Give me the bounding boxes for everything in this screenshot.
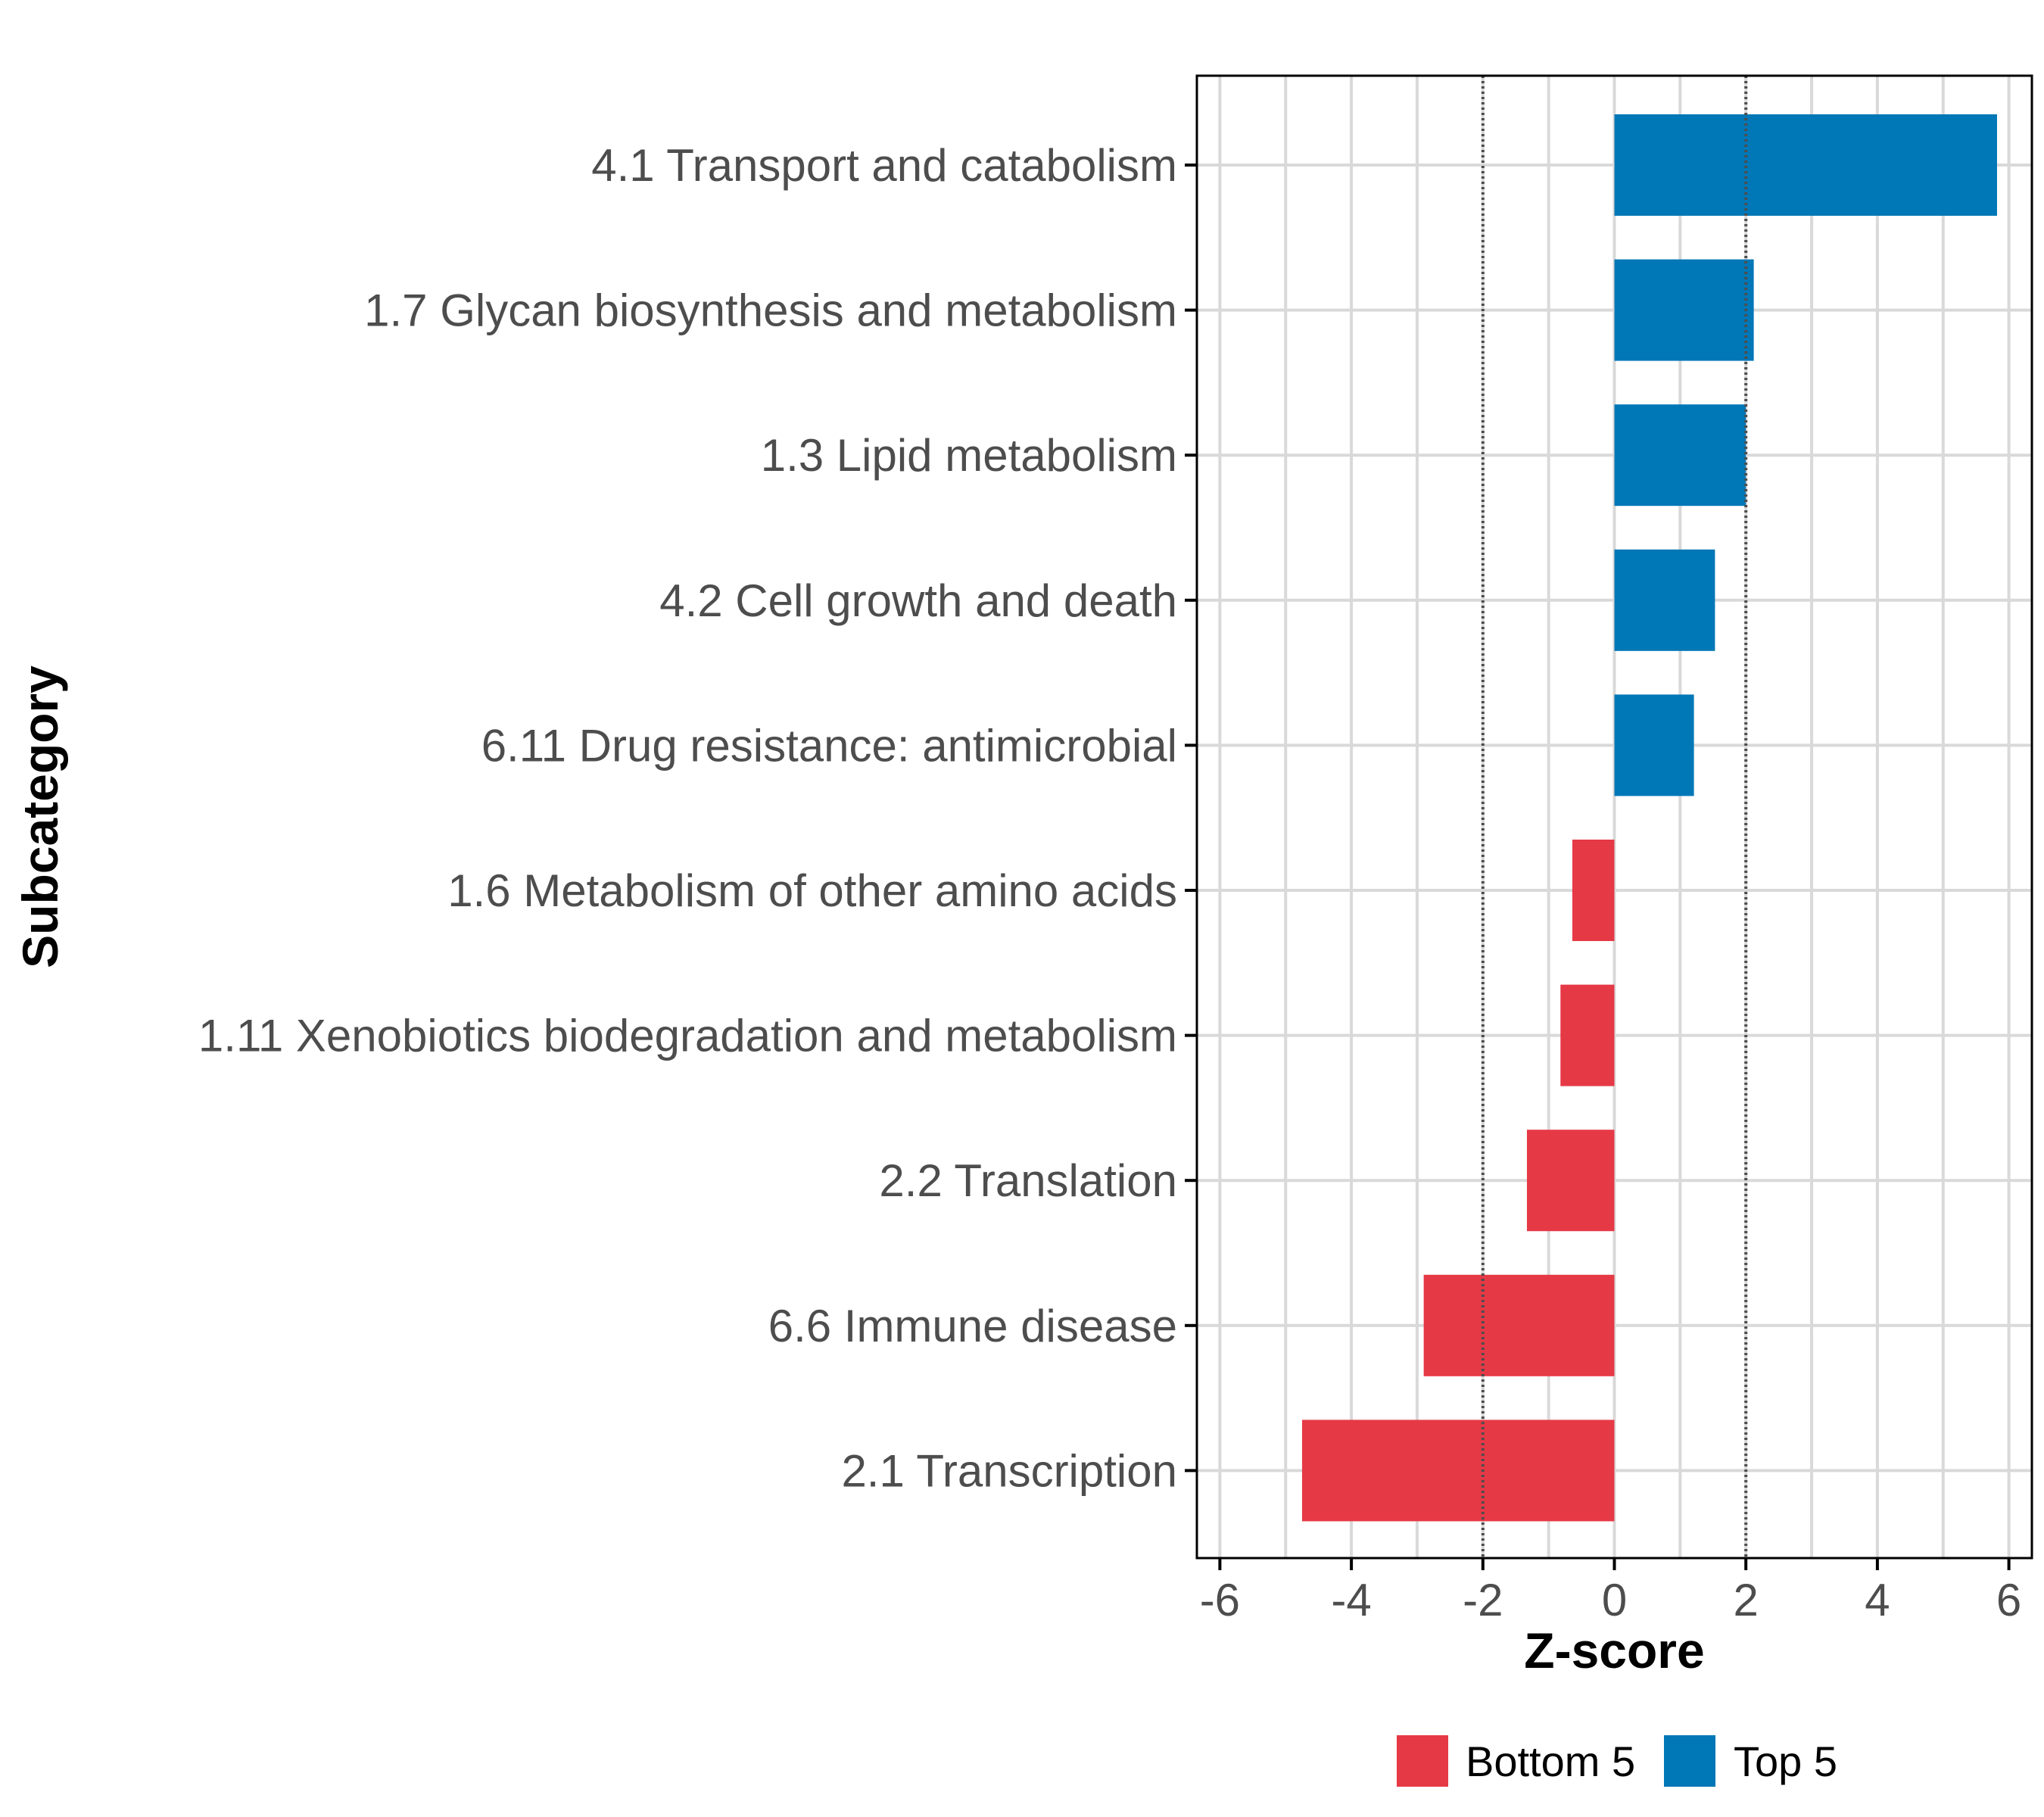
x-tick-label: -4	[1331, 1575, 1371, 1625]
bar-5	[1614, 694, 1694, 796]
x-tick-label: 0	[1602, 1575, 1627, 1625]
y-tick-label: 2.1 Transcription	[841, 1445, 1177, 1496]
y-tick-label: 1.6 Metabolism of other amino acids	[447, 865, 1177, 916]
bar-9	[1423, 1274, 1615, 1376]
bar-10	[1301, 1420, 1615, 1522]
reference-lines	[1481, 76, 1748, 1558]
bar-8	[1526, 1130, 1615, 1232]
x-axis: -6 -4 -2 0 2 4 6	[1200, 1558, 2021, 1625]
bar-2	[1614, 259, 1754, 361]
x-tick-label: -6	[1200, 1575, 1240, 1625]
y-tick-label: 6.11 Drug resistance: antimicrobial	[481, 720, 1177, 771]
bar-1	[1614, 114, 1997, 216]
x-axis-title: Z-score	[1524, 1622, 1704, 1678]
x-tick-label: 6	[1996, 1575, 2021, 1625]
legend-label: Top 5	[1734, 1738, 1837, 1785]
y-tick-label: 4.2 Cell growth and death	[659, 575, 1177, 626]
bar-6	[1572, 840, 1615, 941]
y-tick-label: 4.1 Transport and catabolism	[591, 140, 1177, 191]
legend-swatch	[1397, 1735, 1448, 1787]
y-tick-label: 1.11 Xenobiotics biodegradation and meta…	[198, 1011, 1177, 1061]
legend: Bottom 5 Top 5	[1397, 1735, 1837, 1787]
legend-label: Bottom 5	[1466, 1738, 1635, 1785]
y-tick-label: 1.3 Lipid metabolism	[761, 430, 1177, 481]
bar-7	[1560, 984, 1615, 1086]
y-axis: 4.1 Transport and catabolism 1.7 Glycan b…	[198, 140, 1197, 1496]
y-axis-title: Subcategory	[12, 665, 68, 968]
bar-3	[1614, 404, 1746, 506]
x-tick-label: 2	[1734, 1575, 1759, 1625]
y-tick-label: 6.6 Immune disease	[768, 1301, 1177, 1351]
legend-swatch	[1664, 1735, 1715, 1787]
x-tick-label: -2	[1463, 1575, 1503, 1625]
x-tick-label: 4	[1865, 1575, 1890, 1625]
bar-4	[1614, 549, 1715, 651]
bars	[1301, 114, 1997, 1522]
y-tick-label: 2.2 Translation	[879, 1155, 1177, 1206]
y-tick-label: 1.7 Glycan biosynthesis and metabolism	[364, 285, 1177, 336]
